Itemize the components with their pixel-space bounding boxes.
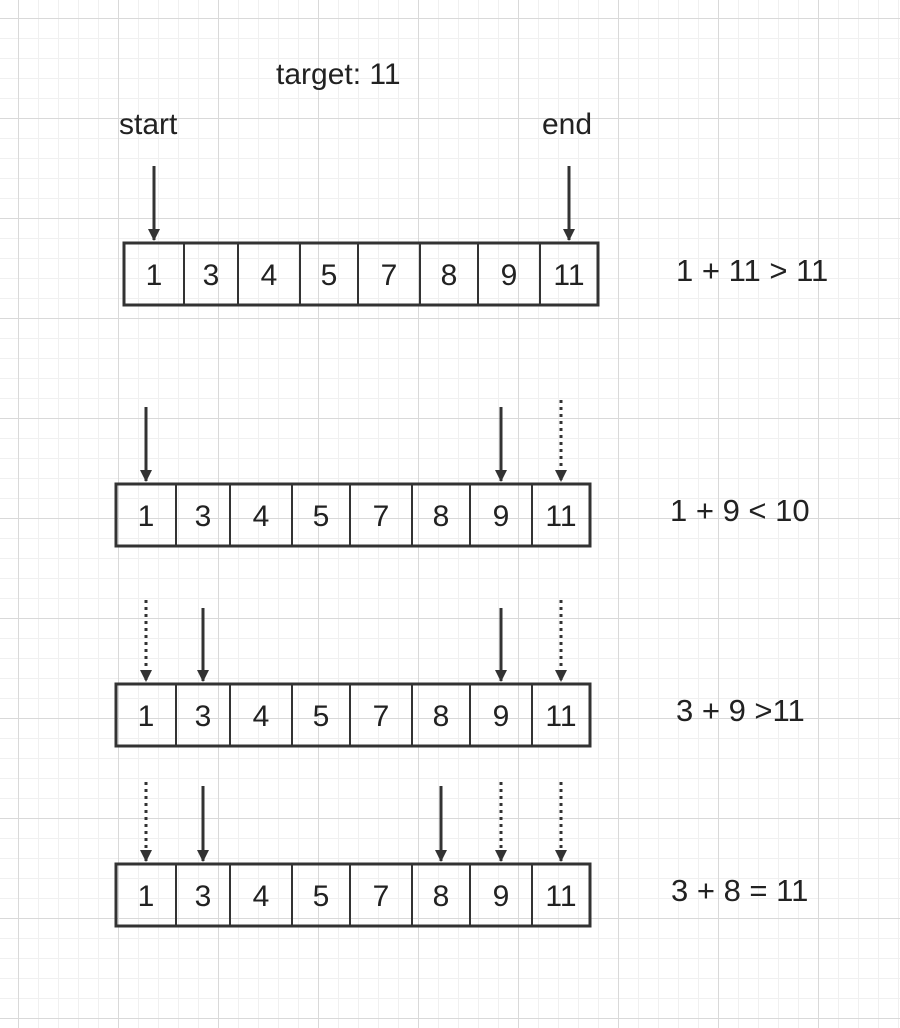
- array-cell-value: 5: [313, 500, 330, 533]
- array-box: [114, 682, 592, 748]
- array-cell-value: 3: [195, 880, 212, 913]
- array-cell-value: 5: [321, 259, 338, 292]
- array-row-3: 1 3 4 5 7 8 9 11: [114, 600, 592, 748]
- array-cell-value: 7: [381, 259, 398, 292]
- array-cell-value: 1: [138, 700, 155, 733]
- array-cell-value: 11: [545, 880, 576, 913]
- array-cell-value: 3: [195, 700, 212, 733]
- array-cell-value: 7: [373, 880, 390, 913]
- array-cell-value: 8: [441, 259, 458, 292]
- row-2-comparison: 1 + 9 < 10: [670, 493, 810, 528]
- array-cell-value: 4: [253, 700, 270, 733]
- array-row-4: 1 3 4 5 7 8 9 11: [114, 782, 592, 928]
- array-cell-value: 9: [493, 880, 510, 913]
- array-cell-value: 3: [203, 259, 220, 292]
- array-cell-value: 9: [501, 259, 518, 292]
- array-cell-value: 11: [545, 500, 576, 533]
- array-cell-value: 1: [138, 880, 155, 913]
- array-row-2: 1 3 4 5 7 8 9 11: [114, 400, 592, 548]
- end-label: end: [542, 108, 593, 141]
- array-cell-value: 11: [545, 700, 576, 733]
- row-3-comparison: 3 + 9 >11: [676, 693, 805, 728]
- row-1-comparison: 1 + 11 > 11: [676, 253, 829, 288]
- array-box: [114, 482, 592, 548]
- array-cell-value: 8: [433, 880, 450, 913]
- array-box: [122, 241, 600, 307]
- array-cell-value: 8: [433, 700, 450, 733]
- row-4-comparison: 3 + 8 = 11: [671, 873, 809, 908]
- array-cell-value: 8: [433, 500, 450, 533]
- array-cell-value: 4: [253, 500, 270, 533]
- array-cell-value: 7: [373, 500, 390, 533]
- array-box: [114, 862, 592, 928]
- array-cell-value: 11: [553, 259, 584, 292]
- array-cell-value: 4: [253, 880, 270, 913]
- array-row-1: 1 3 4 5 7 8 9 11: [122, 166, 600, 307]
- array-cell-value: 1: [146, 259, 163, 292]
- array-cell-value: 9: [493, 700, 510, 733]
- target-label: target: 11: [276, 58, 401, 91]
- array-cell-value: 5: [313, 700, 330, 733]
- start-label: start: [119, 108, 178, 141]
- array-cell-value: 4: [261, 259, 278, 292]
- array-cell-value: 3: [195, 500, 212, 533]
- array-cell-value: 9: [493, 500, 510, 533]
- array-cell-value: 5: [313, 880, 330, 913]
- array-cell-value: 7: [373, 700, 390, 733]
- array-cell-value: 1: [138, 500, 155, 533]
